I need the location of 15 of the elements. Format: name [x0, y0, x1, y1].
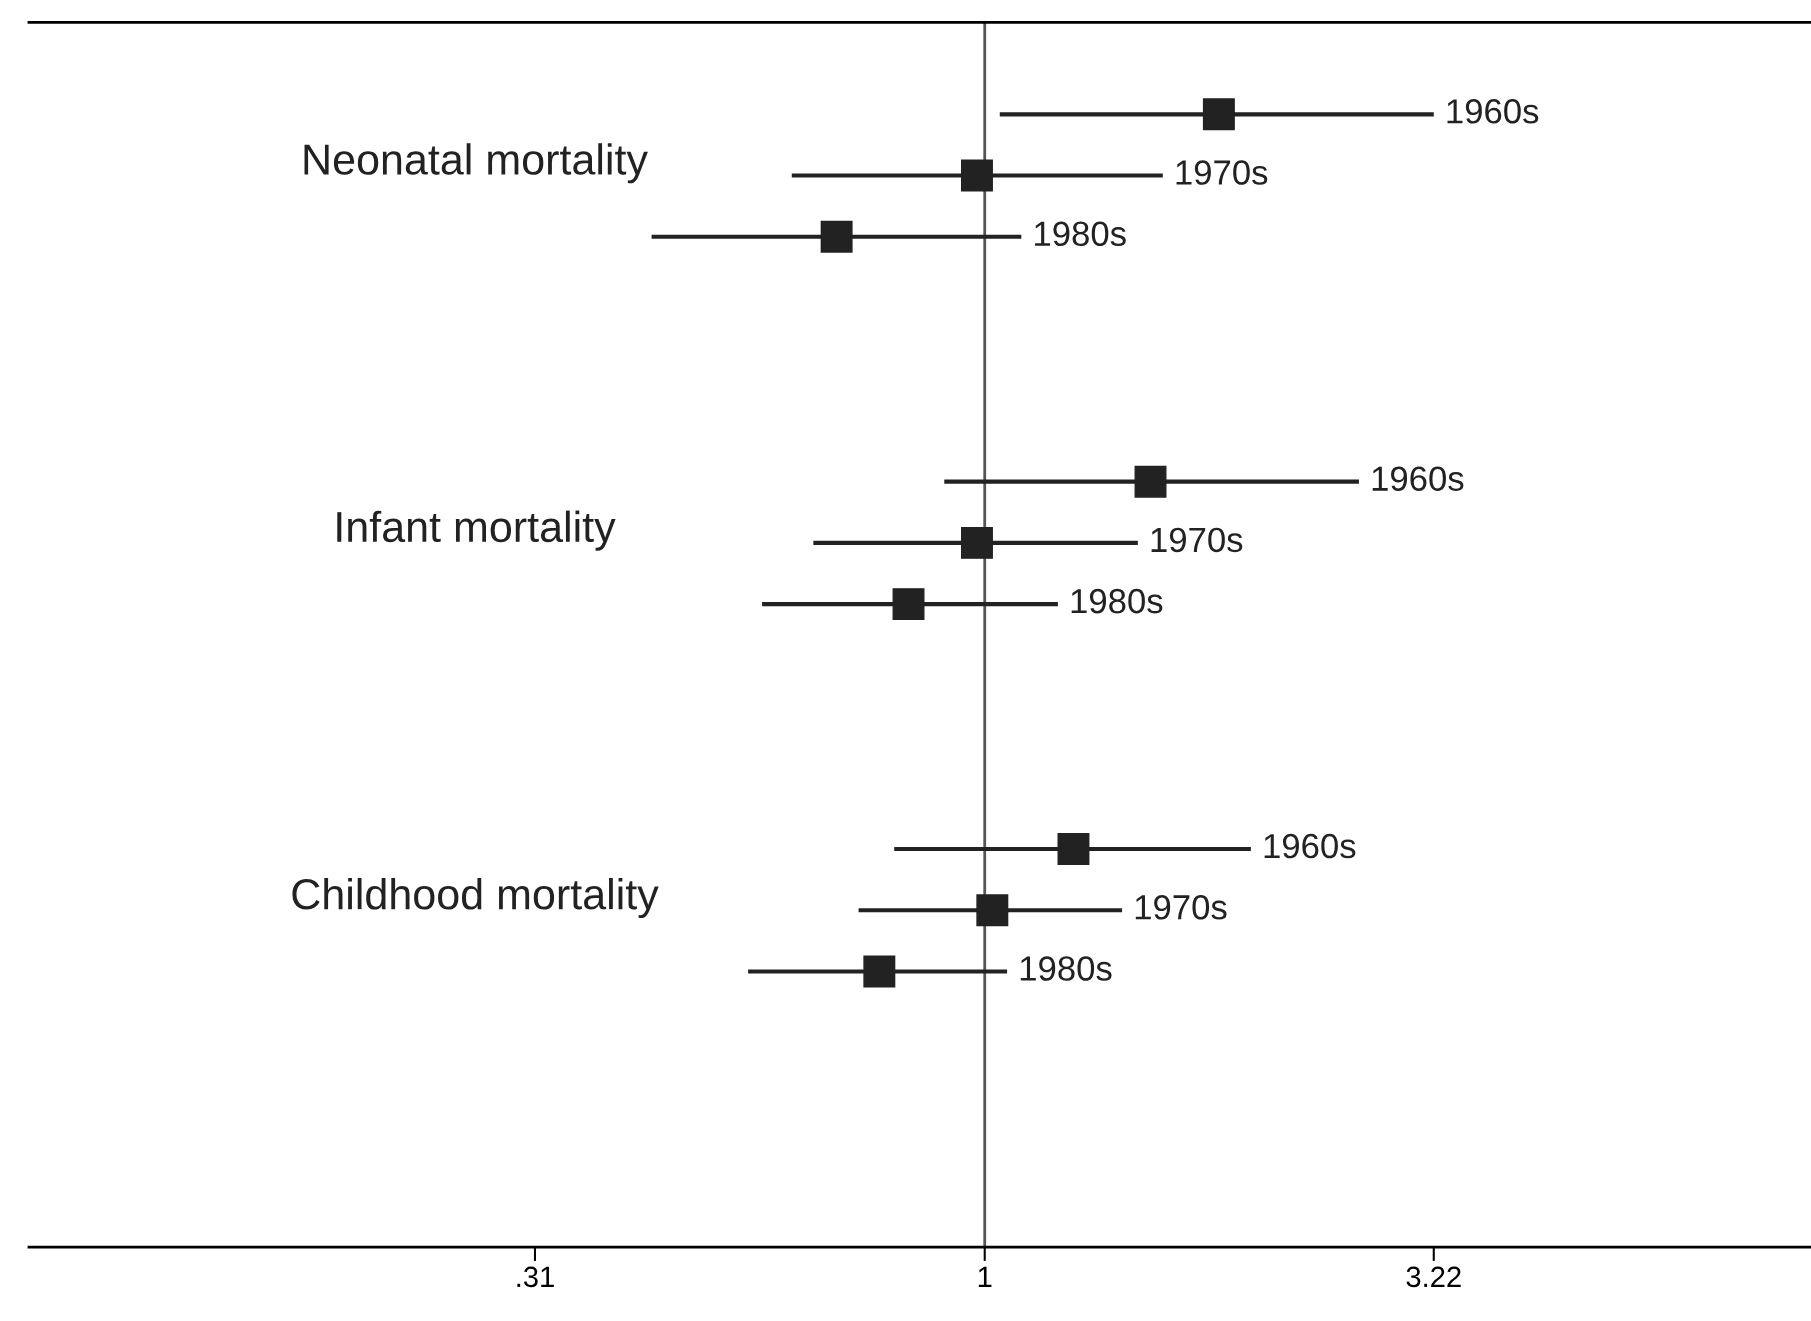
y-tick-label: 1970s	[1151, 527, 1243, 553]
y-tick-label: 1980s	[1020, 956, 1112, 981]
y-tick-label: 1960s	[1447, 99, 1539, 124]
y-tick-label: 1970s	[1176, 160, 1268, 185]
x-tick-label: 1	[978, 1266, 992, 1287]
y-tick-label: 1960s	[1264, 833, 1356, 859]
annotation: Neonatal mortality	[304, 143, 648, 184]
y-tick-label: 1960s	[1372, 466, 1464, 491]
y-tick-label: 1980s	[1071, 588, 1163, 614]
annotation: Infant mortality	[337, 510, 616, 551]
x-tick-label: 3.22	[1406, 1266, 1461, 1288]
annotation: Childhood mortality	[292, 877, 659, 919]
y-tick-label: 1970s	[1135, 895, 1227, 920]
x-tick-label: .31	[517, 1266, 554, 1288]
y-tick-label: 1980s	[1035, 221, 1126, 247]
